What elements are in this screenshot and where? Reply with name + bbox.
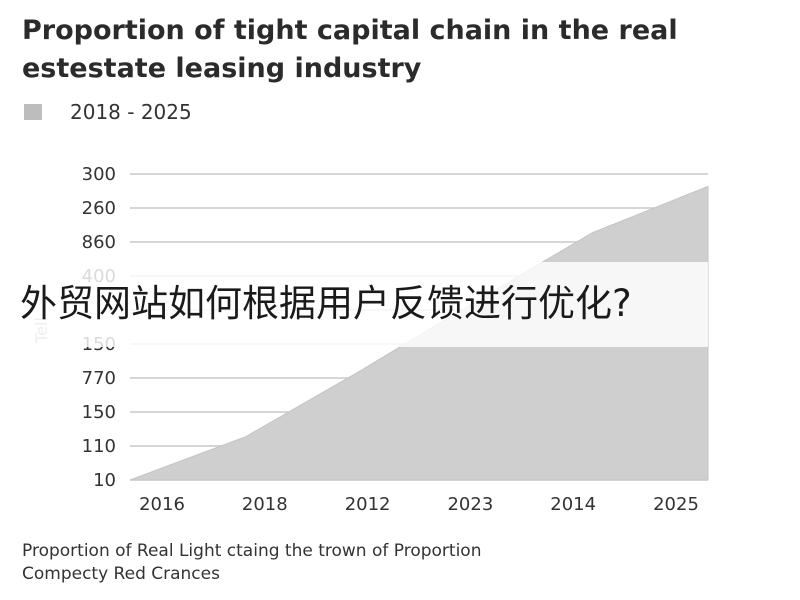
- chart-caption: Proportion of Real Light ctaing the trow…: [22, 540, 742, 586]
- chart-title: Proportion of tight capital chain in the…: [22, 12, 782, 88]
- overlay-banner: [0, 262, 708, 347]
- x-tick-label: 2012: [345, 494, 391, 515]
- y-tick-label: 10: [93, 470, 116, 491]
- chart-title-line-2: estestate leasing industry: [22, 53, 422, 84]
- chart-title-line-1: Proportion of tight capital chain in the…: [22, 15, 678, 46]
- y-tick-label: 150: [82, 402, 116, 423]
- caption-line-2: Compecty Red Crances: [22, 564, 220, 584]
- caption-line-1: Proportion of Real Light ctaing the trow…: [22, 541, 482, 561]
- y-tick-label: 770: [82, 368, 116, 389]
- y-tick-label: 110: [82, 436, 116, 457]
- y-tick-label: 860: [82, 232, 116, 253]
- overlay-text: 外贸网站如何根据用户反馈进行优化?: [20, 282, 632, 325]
- legend-label: 2018 - 2025: [70, 100, 192, 124]
- y-tick-label: 260: [82, 198, 116, 219]
- x-tick-label: 2016: [139, 494, 185, 515]
- x-tick-label: 2025: [653, 494, 699, 515]
- legend: 2018 - 2025: [24, 100, 192, 124]
- y-tick-label: 300: [82, 164, 116, 185]
- x-tick-label: 2018: [242, 494, 288, 515]
- legend-swatch: [24, 104, 42, 120]
- x-tick-label: 2023: [447, 494, 493, 515]
- x-tick-label: 2014: [550, 494, 596, 515]
